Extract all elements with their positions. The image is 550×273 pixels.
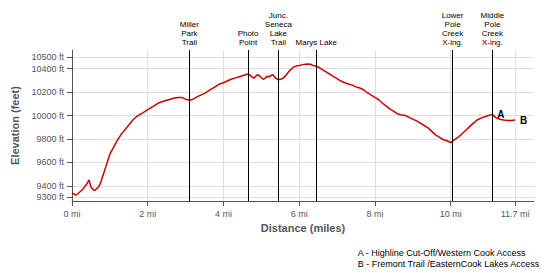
svg-text:B: B — [520, 115, 527, 126]
svg-text:Creek: Creek — [482, 29, 504, 38]
svg-text:Creek: Creek — [442, 29, 464, 38]
svg-text:9400 ft: 9400 ft — [36, 181, 64, 191]
svg-text:Miller: Miller — [180, 20, 199, 29]
svg-text:Lower: Lower — [442, 11, 464, 20]
svg-text:Distance (miles): Distance (miles) — [261, 222, 346, 234]
svg-text:Point: Point — [239, 38, 258, 47]
svg-text:Pole: Pole — [445, 20, 462, 29]
svg-text:Middle: Middle — [481, 11, 505, 20]
svg-text:9600 ft: 9600 ft — [36, 157, 64, 167]
svg-text:Pole: Pole — [484, 20, 501, 29]
svg-text:11.7 mi: 11.7 mi — [501, 209, 530, 219]
svg-text:2 mi: 2 mi — [139, 209, 156, 219]
svg-text:X-ing.: X-ing. — [482, 38, 503, 47]
svg-text:Marys Lake: Marys Lake — [296, 38, 338, 47]
svg-text:Photo: Photo — [238, 29, 259, 38]
svg-text:0 mi: 0 mi — [63, 209, 80, 219]
svg-text:Park: Park — [181, 29, 198, 38]
svg-text:4 mi: 4 mi — [215, 209, 232, 219]
svg-text:10200 ft: 10200 ft — [31, 87, 64, 97]
svg-text:X-ing.: X-ing. — [442, 38, 463, 47]
svg-text:B - Fremont Trail /EasternCook: B - Fremont Trail /EasternCook Lakes Acc… — [358, 259, 540, 269]
svg-text:A - Highline Cut-Off/Western C: A - Highline Cut-Off/Western Cook Access — [358, 248, 526, 258]
svg-text:Trail: Trail — [271, 38, 286, 47]
svg-text:10400 ft: 10400 ft — [31, 64, 64, 74]
svg-text:9800 ft: 9800 ft — [36, 134, 64, 144]
svg-text:Trail: Trail — [182, 38, 197, 47]
svg-text:6 mi: 6 mi — [291, 209, 308, 219]
svg-text:9300 ft: 9300 ft — [36, 192, 64, 202]
svg-text:Seneca: Seneca — [265, 20, 293, 29]
svg-text:10000 ft: 10000 ft — [31, 111, 64, 121]
svg-text:Elevation (feet): Elevation (feet) — [9, 86, 21, 165]
svg-text:A: A — [497, 109, 504, 120]
svg-text:Junc.: Junc. — [269, 11, 288, 20]
svg-text:Lake: Lake — [270, 29, 288, 38]
svg-text:10500 ft: 10500 ft — [31, 52, 64, 62]
svg-text:8 mi: 8 mi — [366, 209, 383, 219]
svg-text:10 mi: 10 mi — [440, 209, 462, 219]
